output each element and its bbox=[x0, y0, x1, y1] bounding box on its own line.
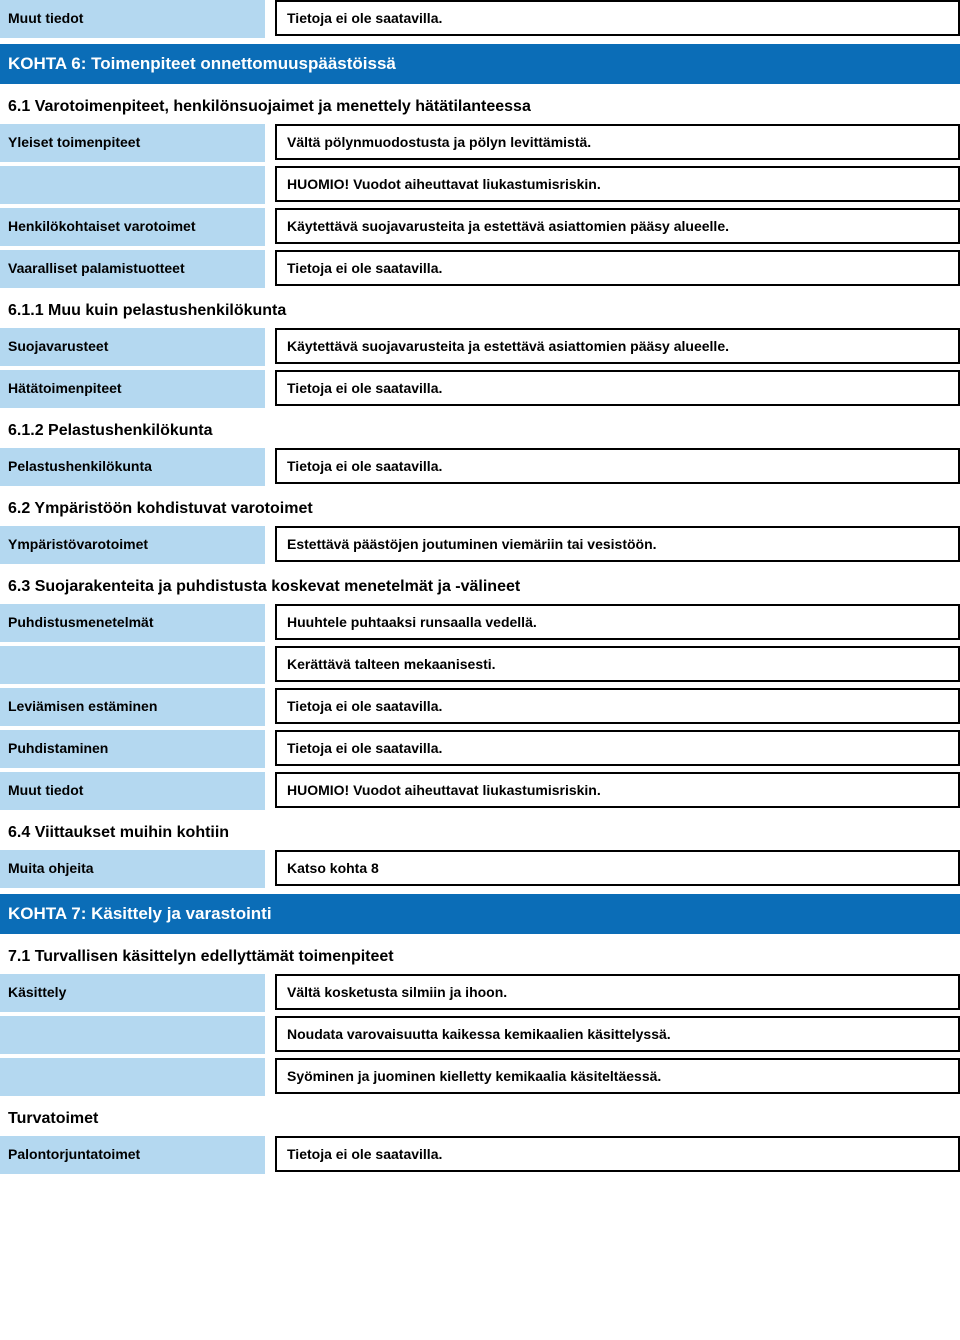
field-label: Suojavarusteet bbox=[0, 328, 265, 370]
field-value: HUOMIO! Vuodot aiheuttavat liukastumisri… bbox=[275, 166, 960, 202]
sds-page: Muut tiedot Tietoja ei ole saatavilla. K… bbox=[0, 0, 960, 1178]
field-value-wrap: Tietoja ei ole saatavilla. bbox=[275, 250, 960, 292]
field-label: Puhdistusmenetelmät bbox=[0, 604, 265, 646]
field-label: Leviämisen estäminen bbox=[0, 688, 265, 730]
field-value-wrap: Tietoja ei ole saatavilla. bbox=[275, 730, 960, 772]
field-value-wrap: Käytettävä suojavarusteita ja estettävä … bbox=[275, 328, 960, 370]
field-label: Hätätoimenpiteet bbox=[0, 370, 265, 412]
field-value-wrap: Käytettävä suojavarusteita ja estettävä … bbox=[275, 208, 960, 250]
row-pelastushenkilokunta: Pelastushenkilökunta Tietoja ei ole saat… bbox=[0, 448, 960, 490]
field-value: Vältä pölynmuodostusta ja pölyn levittäm… bbox=[275, 124, 960, 160]
row-puhdistusmenetelmat-cont: Kerättävä talteen mekaanisesti. bbox=[0, 646, 960, 688]
section-heading-6: KOHTA 6: Toimenpiteet onnettomuuspäästöi… bbox=[0, 44, 960, 84]
row-yleiset-toimenpiteet: Yleiset toimenpiteet Vältä pölynmuodostu… bbox=[0, 124, 960, 166]
section-heading-7: KOHTA 7: Käsittely ja varastointi bbox=[0, 894, 960, 934]
subheading-6-1-1: 6.1.1 Muu kuin pelastushenkilökunta bbox=[0, 292, 960, 328]
field-value: Syöminen ja juominen kielletty kemikaali… bbox=[275, 1058, 960, 1094]
row-muita-ohjeita: Muita ohjeita Katso kohta 8 bbox=[0, 850, 960, 892]
field-label-empty bbox=[0, 1016, 265, 1058]
field-label: Käsittely bbox=[0, 974, 265, 1016]
subheading-7-1: 7.1 Turvallisen käsittelyn edellyttämät … bbox=[0, 938, 960, 974]
subheading-6-2: 6.2 Ympäristöön kohdistuvat varotoimet bbox=[0, 490, 960, 526]
subheading-turvatoimet: Turvatoimet bbox=[0, 1100, 960, 1136]
row-palontorjuntatoimet: Palontorjuntatoimet Tietoja ei ole saata… bbox=[0, 1136, 960, 1178]
row-vaaralliset-palamistuotteet: Vaaralliset palamistuotteet Tietoja ei o… bbox=[0, 250, 960, 292]
field-value: HUOMIO! Vuodot aiheuttavat liukastumisri… bbox=[275, 772, 960, 808]
field-label: Pelastushenkilökunta bbox=[0, 448, 265, 490]
row-yleiset-toimenpiteet-cont: HUOMIO! Vuodot aiheuttavat liukastumisri… bbox=[0, 166, 960, 208]
field-value: Tietoja ei ole saatavilla. bbox=[275, 250, 960, 286]
field-label: Muut tiedot bbox=[0, 772, 265, 814]
field-value-wrap: Tietoja ei ole saatavilla. bbox=[275, 0, 960, 42]
row-kasittely: Käsittely Vältä kosketusta silmiin ja ih… bbox=[0, 974, 960, 1016]
field-value-wrap: Estettävä päästöjen joutuminen viemäriin… bbox=[275, 526, 960, 568]
field-value-wrap: Katso kohta 8 bbox=[275, 850, 960, 892]
field-value: Tietoja ei ole saatavilla. bbox=[275, 688, 960, 724]
row-henkilokohtaiset-varotoimet: Henkilökohtaiset varotoimet Käytettävä s… bbox=[0, 208, 960, 250]
field-value-wrap: HUOMIO! Vuodot aiheuttavat liukastumisri… bbox=[275, 772, 960, 814]
field-value: Noudata varovaisuutta kaikessa kemikaali… bbox=[275, 1016, 960, 1052]
field-label-empty bbox=[0, 1058, 265, 1100]
field-value: Tietoja ei ole saatavilla. bbox=[275, 448, 960, 484]
field-value-wrap: Vältä pölynmuodostusta ja pölyn levittäm… bbox=[275, 124, 960, 166]
field-value-wrap: Tietoja ei ole saatavilla. bbox=[275, 370, 960, 412]
field-value: Tietoja ei ole saatavilla. bbox=[275, 1136, 960, 1172]
field-value-wrap: Tietoja ei ole saatavilla. bbox=[275, 448, 960, 490]
field-value: Tietoja ei ole saatavilla. bbox=[275, 370, 960, 406]
subheading-6-3: 6.3 Suojarakenteita ja puhdistusta koske… bbox=[0, 568, 960, 604]
field-label: Muut tiedot bbox=[0, 0, 265, 42]
field-value: Käytettävä suojavarusteita ja estettävä … bbox=[275, 208, 960, 244]
field-value: Estettävä päästöjen joutuminen viemäriin… bbox=[275, 526, 960, 562]
subheading-6-1: 6.1 Varotoimenpiteet, henkilönsuojaimet … bbox=[0, 88, 960, 124]
field-label: Palontorjuntatoimet bbox=[0, 1136, 265, 1178]
field-value: Tietoja ei ole saatavilla. bbox=[275, 730, 960, 766]
field-value: Vältä kosketusta silmiin ja ihoon. bbox=[275, 974, 960, 1010]
field-value-wrap: HUOMIO! Vuodot aiheuttavat liukastumisri… bbox=[275, 166, 960, 208]
field-value-wrap: Kerättävä talteen mekaanisesti. bbox=[275, 646, 960, 688]
row-kasittely-cont1: Noudata varovaisuutta kaikessa kemikaali… bbox=[0, 1016, 960, 1058]
field-value-wrap: Noudata varovaisuutta kaikessa kemikaali… bbox=[275, 1016, 960, 1058]
field-label: Muita ohjeita bbox=[0, 850, 265, 892]
field-label: Vaaralliset palamistuotteet bbox=[0, 250, 265, 292]
row-hatatoimenpiteet: Hätätoimenpiteet Tietoja ei ole saatavil… bbox=[0, 370, 960, 412]
row-puhdistaminen: Puhdistaminen Tietoja ei ole saatavilla. bbox=[0, 730, 960, 772]
row-kasittely-cont2: Syöminen ja juominen kielletty kemikaali… bbox=[0, 1058, 960, 1100]
field-value-wrap: Tietoja ei ole saatavilla. bbox=[275, 1136, 960, 1178]
row-ymparistovarotoimet: Ympäristövarotoimet Estettävä päästöjen … bbox=[0, 526, 960, 568]
field-label: Yleiset toimenpiteet bbox=[0, 124, 265, 166]
field-value-wrap: Huuhtele puhtaaksi runsaalla vedellä. bbox=[275, 604, 960, 646]
field-label-empty bbox=[0, 166, 265, 208]
field-label-empty bbox=[0, 646, 265, 688]
field-value: Tietoja ei ole saatavilla. bbox=[275, 0, 960, 36]
row-leviamisen-estaminen: Leviämisen estäminen Tietoja ei ole saat… bbox=[0, 688, 960, 730]
field-value: Käytettävä suojavarusteita ja estettävä … bbox=[275, 328, 960, 364]
row-muut-tiedot-2: Muut tiedot HUOMIO! Vuodot aiheuttavat l… bbox=[0, 772, 960, 814]
row-puhdistusmenetelmat: Puhdistusmenetelmät Huuhtele puhtaaksi r… bbox=[0, 604, 960, 646]
field-value: Katso kohta 8 bbox=[275, 850, 960, 886]
subheading-6-4: 6.4 Viittaukset muihin kohtiin bbox=[0, 814, 960, 850]
subheading-6-1-2: 6.1.2 Pelastushenkilökunta bbox=[0, 412, 960, 448]
field-label: Ympäristövarotoimet bbox=[0, 526, 265, 568]
field-value: Huuhtele puhtaaksi runsaalla vedellä. bbox=[275, 604, 960, 640]
row-muut-tiedot: Muut tiedot Tietoja ei ole saatavilla. bbox=[0, 0, 960, 42]
row-suojavarusteet: Suojavarusteet Käytettävä suojavarusteit… bbox=[0, 328, 960, 370]
field-value-wrap: Tietoja ei ole saatavilla. bbox=[275, 688, 960, 730]
field-label: Puhdistaminen bbox=[0, 730, 265, 772]
field-value-wrap: Vältä kosketusta silmiin ja ihoon. bbox=[275, 974, 960, 1016]
field-label: Henkilökohtaiset varotoimet bbox=[0, 208, 265, 250]
field-value-wrap: Syöminen ja juominen kielletty kemikaali… bbox=[275, 1058, 960, 1100]
field-value: Kerättävä talteen mekaanisesti. bbox=[275, 646, 960, 682]
